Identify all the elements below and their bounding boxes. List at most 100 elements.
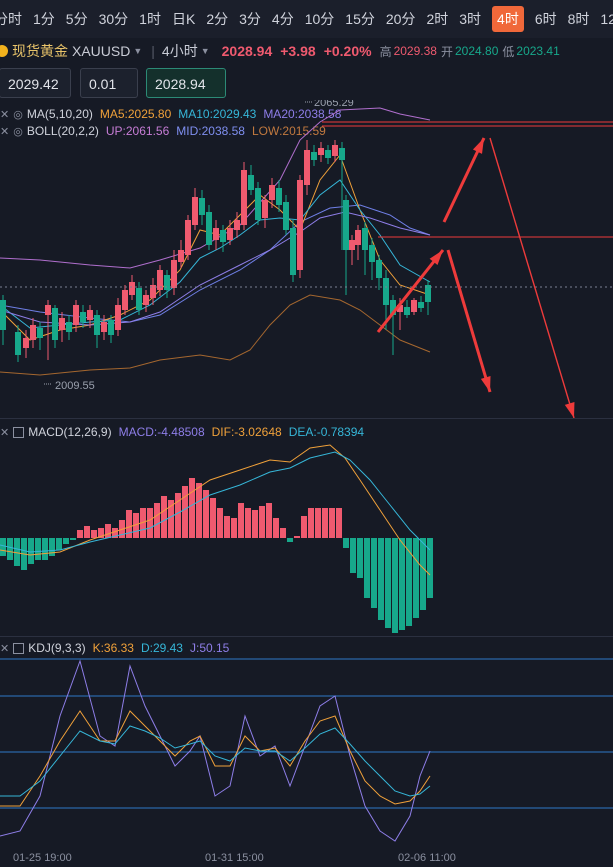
timeframe-tab[interactable]: 3分 xyxy=(239,11,261,27)
candle xyxy=(136,288,142,310)
period-chevron-down-icon[interactable]: ▼ xyxy=(200,46,210,56)
candle xyxy=(304,150,310,185)
ma20-value: MA20:2038.58 xyxy=(263,107,342,121)
boll-mid-value: MID:2038.58 xyxy=(176,124,245,138)
timeframe-tab[interactable]: 20分 xyxy=(385,11,416,27)
macd-label[interactable]: MACD(12,26,9) xyxy=(28,425,112,439)
low-label: 低 xyxy=(502,44,515,59)
k-value: K:36.33 xyxy=(92,641,134,655)
candle xyxy=(220,230,226,242)
high-price-label: 2065.29 xyxy=(314,100,354,109)
timeframe-tab[interactable]: 4分 xyxy=(271,11,294,27)
timeframe-tab[interactable]: 6时 xyxy=(534,11,557,27)
macd-bar xyxy=(84,526,90,538)
chart-period[interactable]: 4小时 xyxy=(161,43,198,59)
close-icon[interactable]: ✕ xyxy=(0,426,10,439)
step-field[interactable]: 0.01 xyxy=(80,68,138,98)
dif-line xyxy=(0,444,431,576)
d-value: D:29.43 xyxy=(140,641,183,655)
dea-value: DEA:-0.78394 xyxy=(288,425,365,439)
close-icon[interactable]: ✕ xyxy=(0,642,10,655)
macd-bar xyxy=(231,518,237,538)
ma-label[interactable]: MA(5,10,20) xyxy=(26,107,93,121)
candle xyxy=(59,318,65,330)
timeframe-tab[interactable]: 1分 xyxy=(33,11,55,27)
macd-bar xyxy=(77,530,83,538)
candlestick-chart[interactable]: 2065.29 2009.55 xyxy=(0,100,613,418)
macd-bar xyxy=(266,503,272,538)
eye-icon[interactable]: ◎ xyxy=(13,125,23,138)
kdj-chart[interactable] xyxy=(0,656,613,851)
price-a-field[interactable]: 2029.42 xyxy=(0,68,71,98)
timeframe-tab[interactable]: 3时 xyxy=(459,11,482,27)
timeframe-tab[interactable]: 4时 xyxy=(492,6,524,32)
symbol-name[interactable]: 现货黄金 xyxy=(12,43,68,59)
eye-icon[interactable]: ◎ xyxy=(13,108,23,121)
candle xyxy=(418,302,424,308)
arrow-up-1-head xyxy=(429,250,443,266)
candle xyxy=(45,305,51,315)
macd-bar xyxy=(42,538,48,560)
macd-bar xyxy=(399,538,405,630)
price-b-field[interactable]: 2028.94 xyxy=(146,68,226,98)
kdj-label[interactable]: KDJ(9,3,3) xyxy=(28,641,86,655)
candle xyxy=(192,197,198,225)
arrow-down-2-head xyxy=(564,402,575,418)
date-label: 01-25 19:00 xyxy=(13,852,72,864)
macd-bar xyxy=(343,538,349,548)
candle xyxy=(157,270,163,290)
expand-icon[interactable] xyxy=(13,426,25,438)
macd-bar xyxy=(378,538,384,620)
timeframe-tab[interactable]: 30分 xyxy=(98,11,129,27)
timeframe-tab[interactable]: 8时 xyxy=(567,11,590,27)
macd-bar xyxy=(287,538,293,542)
timeframe-tab[interactable]: 分时 xyxy=(0,11,22,27)
macd-bar xyxy=(280,528,286,538)
j-line xyxy=(0,659,431,842)
open-value: 2024.80 xyxy=(454,44,499,58)
macd-bar xyxy=(364,538,370,598)
macd-bar xyxy=(126,510,132,538)
candle xyxy=(101,322,107,332)
macd-bar xyxy=(238,503,244,538)
timeframe-tab[interactable]: 日K xyxy=(171,11,196,27)
ma-indicator-row: ✕ ◎ MA(5,10,20) MA5:2025.80 MA10:2029.43… xyxy=(0,106,341,122)
timeframe-tab[interactable]: 5分 xyxy=(65,11,88,27)
separator: | xyxy=(151,43,155,59)
symbol-bar: 现货黄金 XAUUSD ▼ | 4小时 ▼ 2028.94 +3.98 +0.2… xyxy=(0,38,613,64)
close-icon[interactable]: ✕ xyxy=(0,108,10,121)
price-change: +3.98 xyxy=(280,43,316,59)
candle xyxy=(283,202,289,230)
macd-bar xyxy=(406,538,412,626)
timeframe-tab[interactable]: 10分 xyxy=(304,11,335,27)
macd-bar xyxy=(210,498,216,538)
macd-bar xyxy=(273,518,279,538)
candle xyxy=(164,275,170,290)
candle xyxy=(87,310,93,320)
timeframe-tab[interactable]: 12 xyxy=(600,11,613,27)
macd-bar xyxy=(224,516,230,538)
symbol-code[interactable]: XAUUSD xyxy=(72,43,131,59)
candle xyxy=(30,325,36,340)
macd-bar xyxy=(385,538,391,628)
candle xyxy=(108,320,114,335)
j-value: J:50.15 xyxy=(189,641,230,655)
timeframe-tab[interactable]: 1时 xyxy=(139,11,161,27)
candle xyxy=(73,305,79,325)
low-value: 2023.41 xyxy=(516,44,560,58)
candle xyxy=(343,200,349,250)
timeframe-tab[interactable]: 15分 xyxy=(345,11,375,27)
candle xyxy=(355,230,361,245)
expand-icon[interactable] xyxy=(13,642,25,654)
close-icon[interactable]: ✕ xyxy=(0,125,10,138)
boll-label[interactable]: BOLL(20,2,2) xyxy=(26,124,99,138)
date-label: 02-06 11:00 xyxy=(398,852,456,864)
macd-chart[interactable] xyxy=(0,440,613,635)
macd-bar xyxy=(315,508,321,538)
macd-bar xyxy=(392,538,398,633)
timeframe-tab[interactable]: 2分 xyxy=(206,11,229,27)
chevron-down-icon[interactable]: ▼ xyxy=(133,46,143,56)
timeframe-tab[interactable]: 2时 xyxy=(426,11,449,27)
candle xyxy=(332,145,338,156)
candle xyxy=(66,322,72,332)
